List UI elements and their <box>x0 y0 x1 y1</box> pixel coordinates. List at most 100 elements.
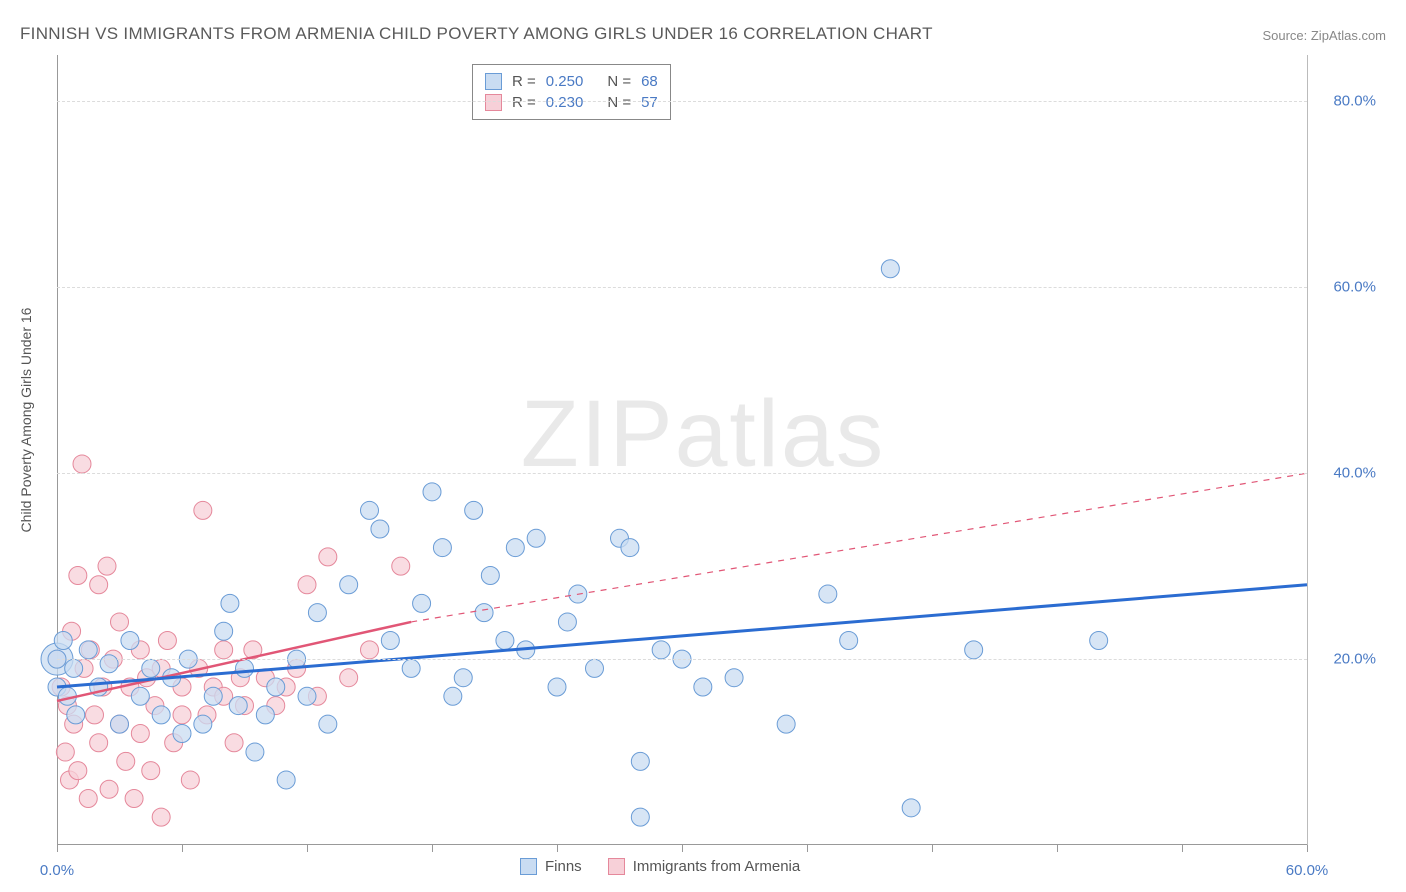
finns-point <box>777 715 795 733</box>
ytick-label: 40.0% <box>1333 465 1376 482</box>
finns-point <box>361 501 379 519</box>
legend-n-label: N = <box>607 73 631 90</box>
xtick <box>807 845 808 852</box>
armenia-point <box>117 752 135 770</box>
gridline <box>57 287 1307 288</box>
y-axis-label: Child Poverty Among Girls Under 16 <box>18 308 34 533</box>
legend-swatch <box>485 94 502 111</box>
finns-point <box>215 622 233 640</box>
armenia-point <box>79 790 97 808</box>
armenia-point <box>111 613 129 631</box>
finns-point <box>725 669 743 687</box>
finns-point <box>694 678 712 696</box>
finns-point <box>433 539 451 557</box>
finns-point <box>152 706 170 724</box>
finns-point <box>465 501 483 519</box>
armenia-point <box>69 566 87 584</box>
armenia-point <box>392 557 410 575</box>
scatter-svg <box>57 55 1307 845</box>
chart-right-border <box>1307 55 1308 845</box>
gridline <box>57 659 1307 660</box>
finns-point <box>142 659 160 677</box>
trend-line <box>57 585 1307 687</box>
finns-point <box>586 659 604 677</box>
finns-point <box>100 655 118 673</box>
finns-point <box>121 632 139 650</box>
finns-point <box>79 641 97 659</box>
finns-point <box>298 687 316 705</box>
finns-point <box>652 641 670 659</box>
xtick <box>1307 845 1308 852</box>
xtick-label: 0.0% <box>40 862 74 879</box>
legend-r-label: R = <box>512 73 536 90</box>
finns-point <box>267 678 285 696</box>
finns-point <box>413 594 431 612</box>
finns-point <box>229 697 247 715</box>
finns-point <box>246 743 264 761</box>
legend-swatch <box>608 858 625 875</box>
finns-point <box>173 724 191 742</box>
finns-point <box>558 613 576 631</box>
armenia-point <box>361 641 379 659</box>
armenia-point <box>100 780 118 798</box>
armenia-point <box>73 455 91 473</box>
ytick-label: 20.0% <box>1333 651 1376 668</box>
chart-title: FINNISH VS IMMIGRANTS FROM ARMENIA CHILD… <box>20 24 933 44</box>
armenia-point <box>173 706 191 724</box>
finns-point <box>475 604 493 622</box>
trend-line <box>411 473 1307 622</box>
xtick <box>307 845 308 852</box>
finns-point <box>481 566 499 584</box>
legend-r-value: 0.230 <box>546 94 584 111</box>
legend-top-row: R =0.250N =68 <box>485 71 658 92</box>
finns-point <box>621 539 639 557</box>
finns-point <box>371 520 389 538</box>
xtick <box>182 845 183 852</box>
legend-top: R =0.250N =68R =0.230N =57 <box>472 64 671 120</box>
finns-point <box>1090 632 1108 650</box>
finns-point <box>423 483 441 501</box>
finns-point <box>454 669 472 687</box>
finns-point <box>204 687 222 705</box>
gridline <box>57 473 1307 474</box>
legend-series-label: Finns <box>545 858 582 875</box>
finns-point <box>631 752 649 770</box>
finns-point <box>381 632 399 650</box>
finns-point <box>111 715 129 733</box>
source-text: Source: ZipAtlas.com <box>1262 28 1386 43</box>
armenia-point <box>142 762 160 780</box>
armenia-point <box>56 743 74 761</box>
armenia-point <box>152 808 170 826</box>
armenia-point <box>225 734 243 752</box>
armenia-point <box>181 771 199 789</box>
finns-point <box>881 260 899 278</box>
legend-bottom: Finns Immigrants from Armenia <box>520 858 800 875</box>
armenia-point <box>90 734 108 752</box>
ytick-label: 60.0% <box>1333 279 1376 296</box>
finns-point <box>194 715 212 733</box>
legend-bottom-item: Immigrants from Armenia <box>608 858 801 875</box>
finns-point <box>308 604 326 622</box>
legend-r-label: R = <box>512 94 536 111</box>
xtick <box>1182 845 1183 852</box>
armenia-point <box>69 762 87 780</box>
finns-point <box>340 576 358 594</box>
xtick <box>432 845 433 852</box>
legend-swatch <box>520 858 537 875</box>
armenia-point <box>158 632 176 650</box>
finns-point <box>277 771 295 789</box>
legend-n-label: N = <box>607 94 631 111</box>
armenia-point <box>319 548 337 566</box>
finns-point <box>236 659 254 677</box>
finns-point <box>819 585 837 603</box>
legend-series-label: Immigrants from Armenia <box>633 858 801 875</box>
armenia-point <box>215 641 233 659</box>
finns-point <box>54 632 72 650</box>
legend-swatch <box>485 73 502 90</box>
xtick <box>557 845 558 852</box>
finns-point <box>548 678 566 696</box>
finns-point <box>402 659 420 677</box>
finns-point <box>506 539 524 557</box>
xtick <box>682 845 683 852</box>
finns-point <box>527 529 545 547</box>
